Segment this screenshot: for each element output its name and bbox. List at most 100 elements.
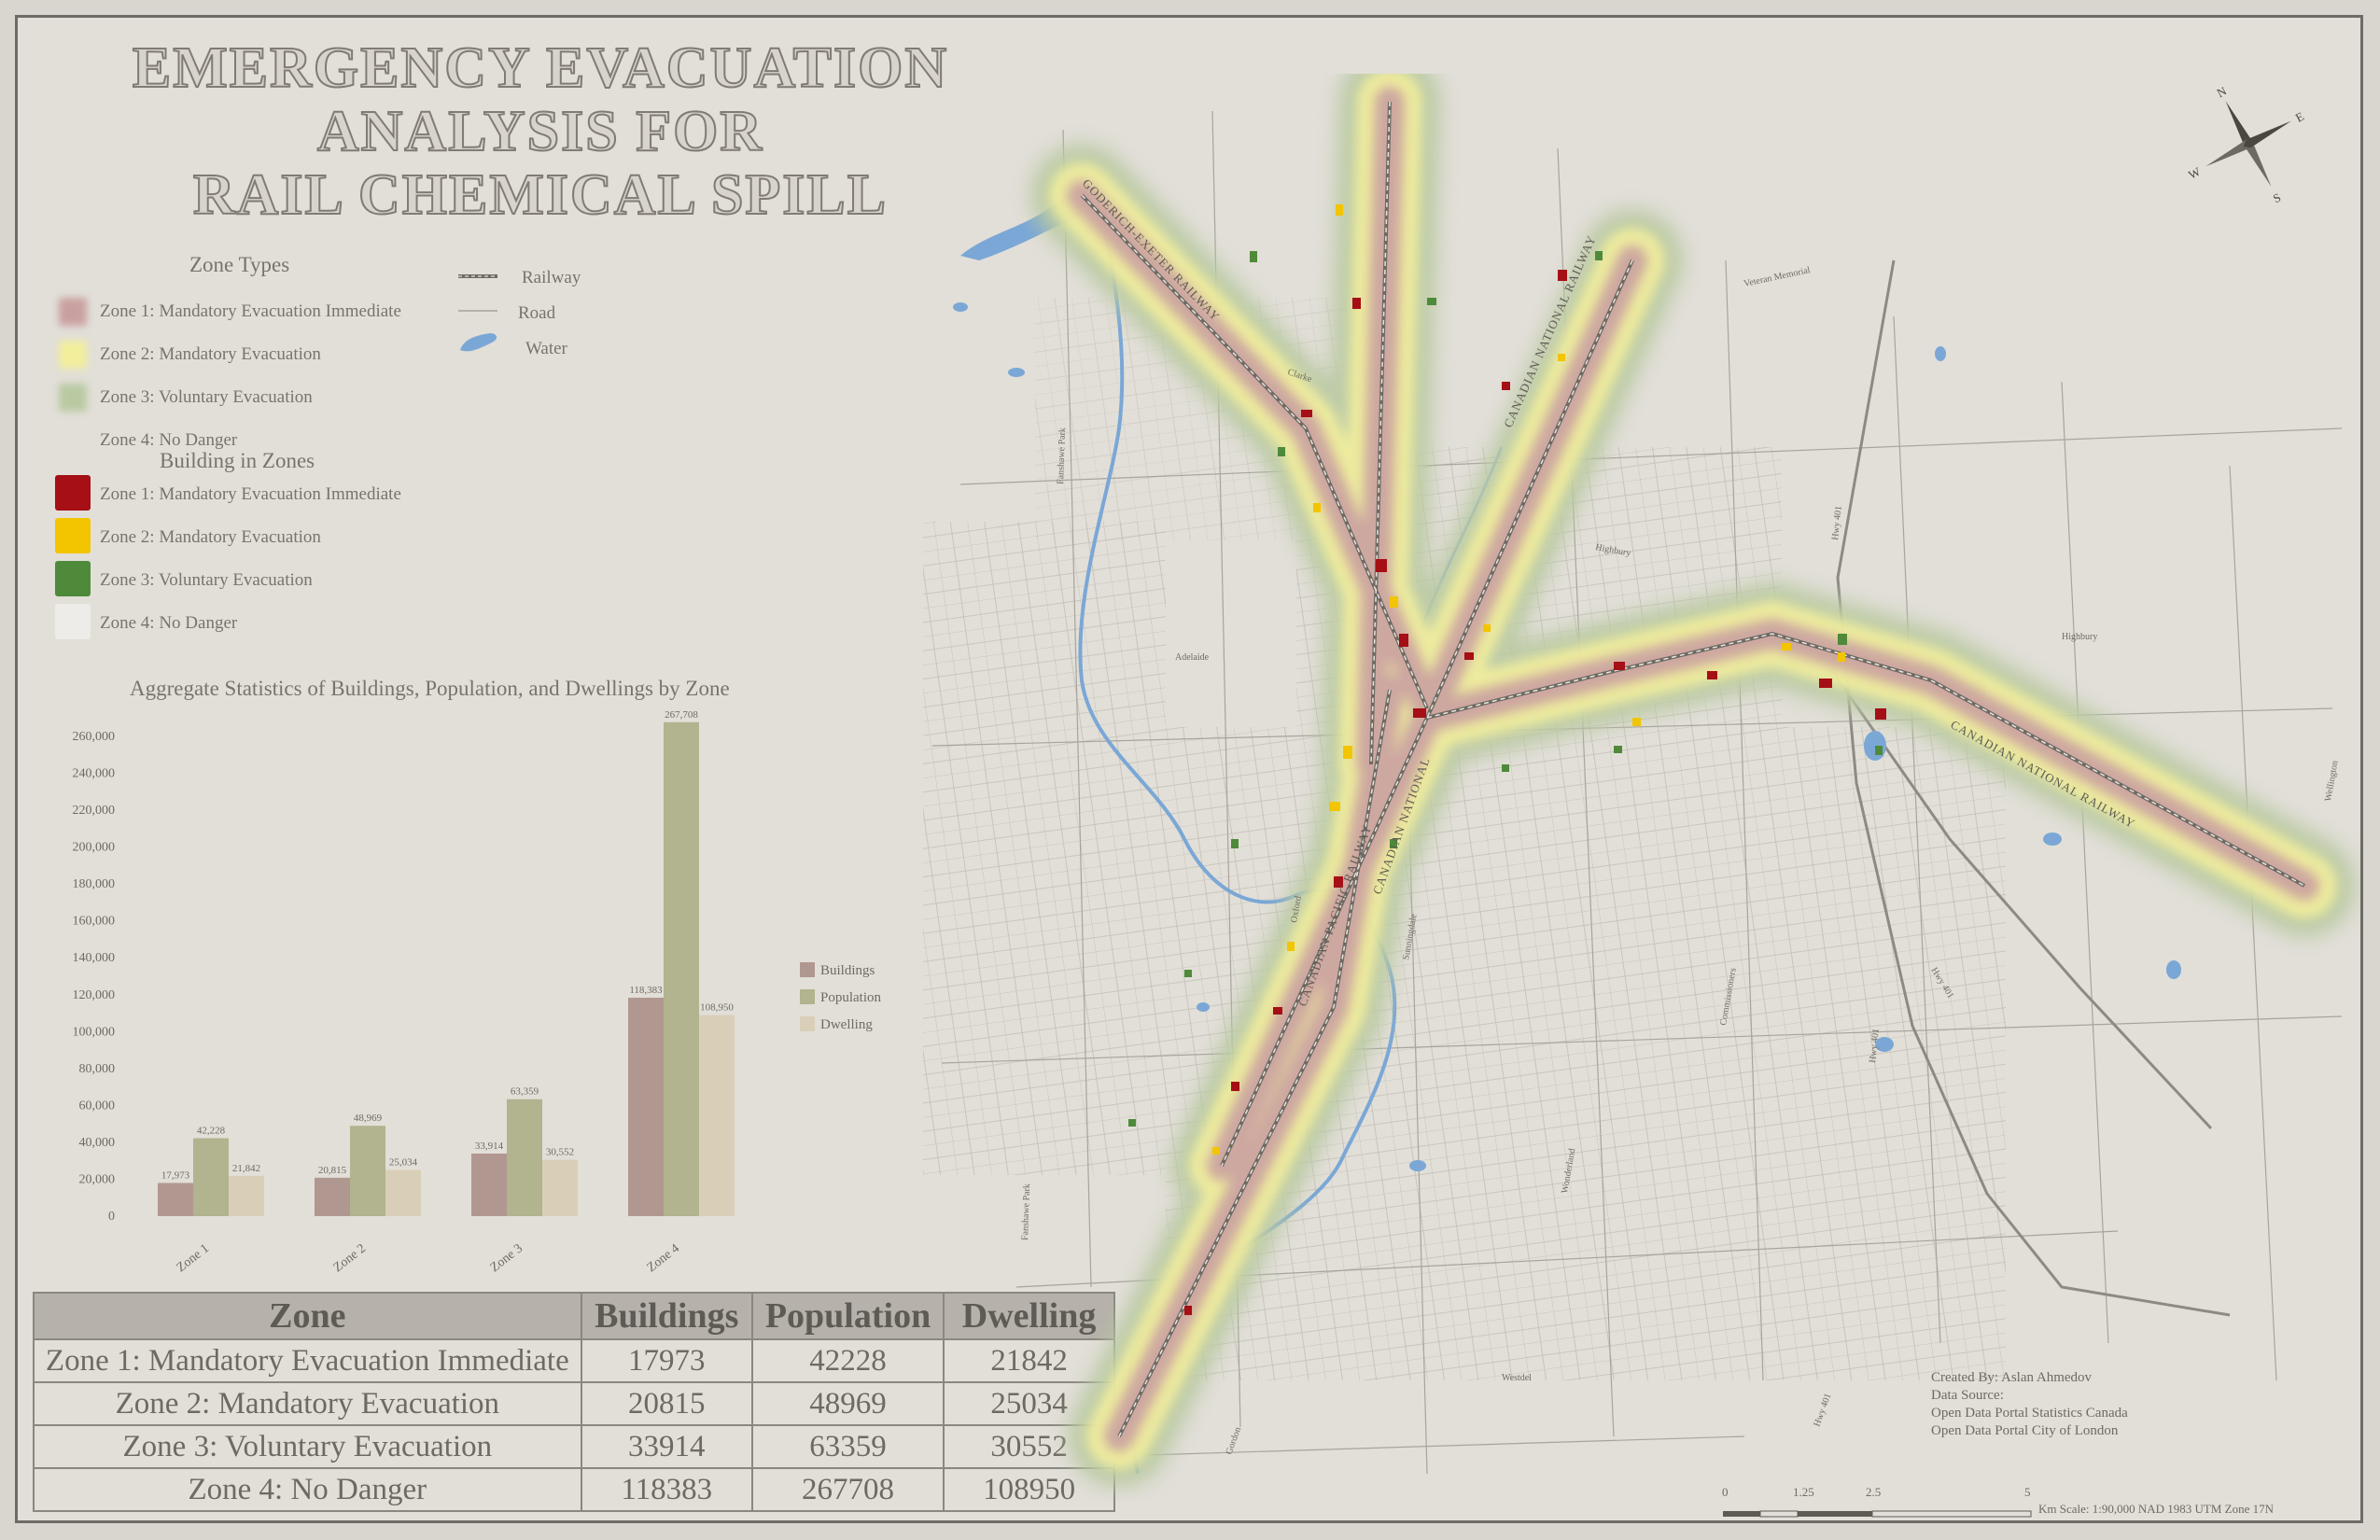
building-zone4-swatch	[55, 604, 91, 639]
y-tick-label: 100,000	[73, 1025, 116, 1039]
map-title: EMERGENCY EVACUATION ANALYSIS FOR RAIL C…	[74, 35, 1007, 228]
y-tick-label: 40,000	[79, 1136, 116, 1150]
legend-building-zone4: Zone 4: No Danger	[100, 613, 238, 633]
railways	[1080, 101, 2305, 1437]
road-label: Highbury	[2062, 632, 2097, 642]
credits-source-2: Open Data Portal City of London	[1931, 1423, 2119, 1438]
y-tick-label: 120,000	[73, 988, 116, 1002]
legend-swatch-population	[800, 989, 815, 1004]
north-label: N	[2215, 83, 2230, 100]
scale-tick-1: 1.25	[1793, 1485, 1814, 1499]
zone2-swatch	[59, 341, 87, 369]
data-label: 118,383	[629, 985, 663, 996]
bar-dwelling-4	[699, 1015, 735, 1216]
header-buildings: Buildings	[580, 1292, 753, 1340]
legend-swatch-buildings	[800, 962, 815, 977]
cell-buildings: 33914	[580, 1424, 753, 1469]
credits-source-title: Data Source:	[1931, 1388, 2004, 1403]
chart-title: Aggregate Statistics of Buildings, Popul…	[130, 677, 730, 700]
cell-population: 267708	[750, 1467, 945, 1512]
cell-zone: Zone 4: No Danger	[33, 1467, 582, 1512]
legend-zone4: Zone 4: No Danger	[100, 430, 238, 450]
data-label: 48,969	[354, 1113, 383, 1124]
bar-buildings-1	[158, 1183, 193, 1216]
legend-building-zone3: Zone 3: Voluntary Evacuation	[100, 570, 313, 590]
cell-dwelling: 108950	[943, 1467, 1115, 1512]
title-line-2: ANALYSIS FOR	[316, 99, 764, 164]
y-tick-label: 260,000	[73, 730, 116, 744]
y-tick-label: 80,000	[79, 1062, 116, 1076]
zone1-swatch	[59, 298, 87, 326]
legend-buildings-title: Building in Zones	[160, 449, 315, 472]
y-tick-label: 60,000	[79, 1099, 116, 1113]
data-label: 25,034	[389, 1157, 418, 1169]
zone3-swatch	[59, 384, 87, 412]
data-label: 42,228	[197, 1126, 226, 1137]
cell-buildings: 20815	[580, 1381, 753, 1426]
y-tick-label: 160,000	[73, 915, 116, 929]
header-zone: Zone	[33, 1292, 582, 1340]
road-label: Fanshawe Park	[1020, 1183, 1032, 1240]
legend-zone1: Zone 1: Mandatory Evacuation Immediate	[100, 301, 401, 321]
bar-population-1	[193, 1138, 229, 1216]
legend-zone-types-title: Zone Types	[189, 253, 290, 276]
table-row: Zone 4: No Danger 118383 267708 108950	[33, 1467, 1115, 1512]
x-tick-label: Zone 1	[175, 1241, 212, 1275]
west-label: W	[2186, 164, 2204, 182]
zone1-buildings	[1184, 270, 1886, 1315]
legend-zone3: Zone 3: Voluntary Evacuation	[100, 387, 313, 407]
road-label: Hwy 401	[1812, 1393, 1833, 1428]
cell-buildings: 118383	[580, 1467, 753, 1512]
legend-road: Road	[518, 303, 556, 323]
cell-buildings: 17973	[580, 1338, 753, 1383]
credits: Created By: Aslan Ahmedov Data Source: O…	[1931, 1369, 2128, 1440]
x-tick-label: Zone 4	[645, 1241, 682, 1275]
legend-building-zone2: Zone 2: Mandatory Evacuation	[100, 527, 321, 547]
y-tick-label: 140,000	[73, 951, 116, 965]
legend-swatch-dwelling	[800, 1016, 815, 1031]
stats-table: Zone Buildings Population Dwelling Zone …	[33, 1292, 1115, 1512]
scale-tick-3: 5	[2024, 1485, 2031, 1499]
bar-population-4	[664, 721, 699, 1216]
road-label: Wellington	[2323, 760, 2341, 802]
bar-buildings-2	[315, 1177, 350, 1216]
road-label: Gordon	[1224, 1426, 1243, 1456]
road-label: Oxford	[1289, 895, 1304, 923]
map-frame: EMERGENCY EVACUATION ANALYSIS FOR RAIL C…	[15, 15, 2363, 1523]
scale-info: Km Scale: 1:90,000 NAD 1983 UTM Zone 17N	[2038, 1502, 2274, 1517]
legend-label-dwelling: Dwelling	[820, 1017, 873, 1032]
legend-railway: Railway	[522, 268, 581, 287]
highway-401	[1836, 259, 2231, 1317]
legend-label-buildings: Buildings	[820, 963, 875, 978]
bar-chart: 0 20,000 40,000 60,000 80,000 100,000 120,000 1…	[73, 709, 882, 1275]
legend-water: Water	[525, 339, 567, 358]
scale-tick-0: 0	[1722, 1485, 1729, 1499]
water-icon	[460, 333, 497, 352]
legend-zone2: Zone 2: Mandatory Evacuation	[100, 344, 321, 364]
data-label: 108,950	[700, 1002, 734, 1014]
cell-zone: Zone 1: Mandatory Evacuation Immediate	[33, 1338, 582, 1383]
scale-bar	[1723, 1510, 2032, 1518]
cell-population: 63359	[750, 1424, 945, 1469]
bar-dwelling-1	[229, 1175, 264, 1216]
bar-dwelling-3	[542, 1159, 578, 1216]
y-tick-label: 220,000	[73, 804, 116, 818]
data-label: 30,552	[546, 1147, 574, 1158]
road-label: Adelaide	[1175, 652, 1210, 663]
data-label: 17,973	[161, 1169, 190, 1181]
road-label: Hwy 401	[1830, 505, 1844, 540]
legend-label-population: Population	[820, 990, 882, 1005]
road-label: Hwy 401	[1868, 1028, 1882, 1063]
feature-legend-icons	[458, 274, 497, 352]
y-tick-label: 0	[108, 1210, 115, 1224]
cell-dwelling: 21842	[943, 1338, 1115, 1383]
title-line-1: EMERGENCY EVACUATION	[132, 35, 949, 101]
south-label: S	[2271, 190, 2283, 206]
cell-population: 42228	[750, 1338, 945, 1383]
scale-text: Scale: 1:90,000 NAD 1983 UTM Zone 17N	[2059, 1502, 2275, 1516]
table-row: Zone 1: Mandatory Evacuation Immediate 1…	[33, 1338, 1115, 1383]
east-label: E	[2293, 109, 2306, 125]
data-label: 21,842	[232, 1163, 260, 1174]
bar-population-3	[507, 1099, 542, 1216]
city-map: GODERICH-EXETER RAILWAY CANADIAN NATIONA…	[923, 74, 2356, 1488]
